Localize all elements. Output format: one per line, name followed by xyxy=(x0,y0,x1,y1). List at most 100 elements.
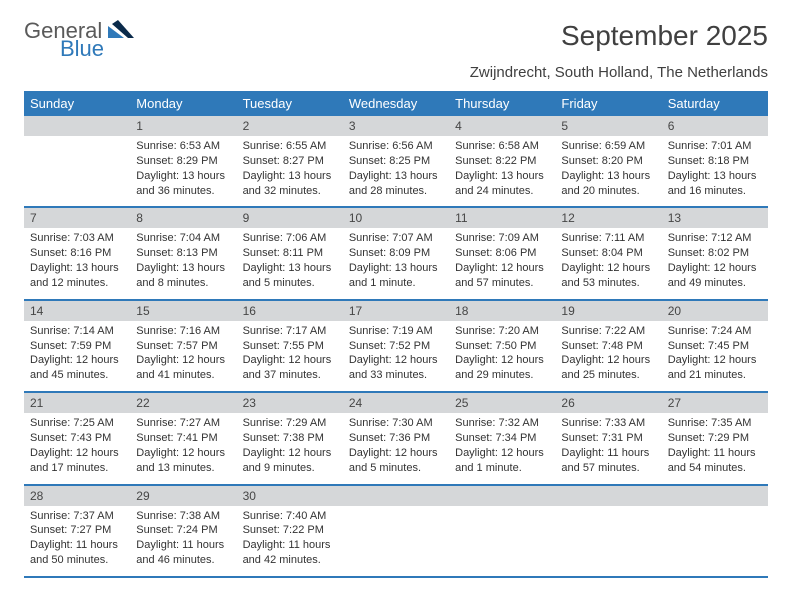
day-cell: Sunrise: 7:16 AMSunset: 7:57 PMDaylight:… xyxy=(130,321,236,392)
day-content-row: Sunrise: 7:14 AMSunset: 7:59 PMDaylight:… xyxy=(24,321,768,392)
daylight-text: Daylight: 13 hours xyxy=(349,261,443,276)
weekday-header-row: Sunday Monday Tuesday Wednesday Thursday… xyxy=(24,91,768,116)
logo-mark-icon xyxy=(108,20,134,38)
day-cell xyxy=(555,506,661,577)
day-number-row: 21222324252627 xyxy=(24,392,768,413)
sunrise-text: Sunrise: 7:27 AM xyxy=(136,416,230,431)
sunrise-text: Sunrise: 7:33 AM xyxy=(561,416,655,431)
daylight-text: and 16 minutes. xyxy=(668,184,762,199)
day-number: 12 xyxy=(555,207,661,228)
sunset-text: Sunset: 7:50 PM xyxy=(455,339,549,354)
sunrise-text: Sunrise: 6:59 AM xyxy=(561,139,655,154)
daylight-text: Daylight: 13 hours xyxy=(349,169,443,184)
day-cell: Sunrise: 7:29 AMSunset: 7:38 PMDaylight:… xyxy=(237,413,343,484)
sunrise-text: Sunrise: 7:40 AM xyxy=(243,509,337,524)
day-cell: Sunrise: 7:32 AMSunset: 7:34 PMDaylight:… xyxy=(449,413,555,484)
daylight-text: and 20 minutes. xyxy=(561,184,655,199)
sunrise-text: Sunrise: 7:22 AM xyxy=(561,324,655,339)
sunset-text: Sunset: 8:27 PM xyxy=(243,154,337,169)
daylight-text: Daylight: 12 hours xyxy=(243,446,337,461)
sunset-text: Sunset: 7:57 PM xyxy=(136,339,230,354)
daylight-text: Daylight: 12 hours xyxy=(455,353,549,368)
daylight-text: and 41 minutes. xyxy=(136,368,230,383)
daylight-text: and 24 minutes. xyxy=(455,184,549,199)
sunset-text: Sunset: 7:48 PM xyxy=(561,339,655,354)
sunset-text: Sunset: 7:52 PM xyxy=(349,339,443,354)
day-cell xyxy=(449,506,555,577)
day-number: 19 xyxy=(555,300,661,321)
day-cell: Sunrise: 7:17 AMSunset: 7:55 PMDaylight:… xyxy=(237,321,343,392)
weekday-header: Saturday xyxy=(662,91,768,116)
weekday-header: Wednesday xyxy=(343,91,449,116)
sunset-text: Sunset: 7:27 PM xyxy=(30,523,124,538)
day-cell xyxy=(24,136,130,207)
day-number: 5 xyxy=(555,116,661,136)
day-cell xyxy=(662,506,768,577)
daylight-text: Daylight: 12 hours xyxy=(455,261,549,276)
day-number: 28 xyxy=(24,485,130,506)
daylight-text: and 17 minutes. xyxy=(30,461,124,476)
day-cell: Sunrise: 6:56 AMSunset: 8:25 PMDaylight:… xyxy=(343,136,449,207)
daylight-text: and 29 minutes. xyxy=(455,368,549,383)
sunset-text: Sunset: 8:16 PM xyxy=(30,246,124,261)
daylight-text: Daylight: 11 hours xyxy=(136,538,230,553)
daylight-text: and 9 minutes. xyxy=(243,461,337,476)
day-cell: Sunrise: 6:58 AMSunset: 8:22 PMDaylight:… xyxy=(449,136,555,207)
daylight-text: and 25 minutes. xyxy=(561,368,655,383)
daylight-text: Daylight: 12 hours xyxy=(561,261,655,276)
day-cell: Sunrise: 7:03 AMSunset: 8:16 PMDaylight:… xyxy=(24,228,130,299)
sunrise-text: Sunrise: 7:07 AM xyxy=(349,231,443,246)
day-cell: Sunrise: 7:22 AMSunset: 7:48 PMDaylight:… xyxy=(555,321,661,392)
day-number: 2 xyxy=(237,116,343,136)
day-number: 13 xyxy=(662,207,768,228)
daylight-text: and 32 minutes. xyxy=(243,184,337,199)
day-number: 4 xyxy=(449,116,555,136)
page-title: September 2025 xyxy=(561,20,768,52)
daylight-text: and 5 minutes. xyxy=(349,461,443,476)
day-number-row: 78910111213 xyxy=(24,207,768,228)
day-cell: Sunrise: 7:24 AMSunset: 7:45 PMDaylight:… xyxy=(662,321,768,392)
day-number: 18 xyxy=(449,300,555,321)
day-number-row: 14151617181920 xyxy=(24,300,768,321)
daylight-text: and 45 minutes. xyxy=(30,368,124,383)
daylight-text: and 49 minutes. xyxy=(668,276,762,291)
sunrise-text: Sunrise: 6:56 AM xyxy=(349,139,443,154)
day-number: 7 xyxy=(24,207,130,228)
sunset-text: Sunset: 8:09 PM xyxy=(349,246,443,261)
sunset-text: Sunset: 7:34 PM xyxy=(455,431,549,446)
sunset-text: Sunset: 8:20 PM xyxy=(561,154,655,169)
day-number: 20 xyxy=(662,300,768,321)
daylight-text: Daylight: 13 hours xyxy=(136,169,230,184)
brand-word-2: Blue xyxy=(60,38,104,60)
daylight-text: and 21 minutes. xyxy=(668,368,762,383)
daylight-text: Daylight: 11 hours xyxy=(30,538,124,553)
day-cell: Sunrise: 7:19 AMSunset: 7:52 PMDaylight:… xyxy=(343,321,449,392)
daylight-text: Daylight: 13 hours xyxy=(30,261,124,276)
daylight-text: Daylight: 11 hours xyxy=(561,446,655,461)
sunset-text: Sunset: 7:29 PM xyxy=(668,431,762,446)
sunrise-text: Sunrise: 6:55 AM xyxy=(243,139,337,154)
day-cell: Sunrise: 7:33 AMSunset: 7:31 PMDaylight:… xyxy=(555,413,661,484)
day-cell: Sunrise: 7:11 AMSunset: 8:04 PMDaylight:… xyxy=(555,228,661,299)
daylight-text: Daylight: 12 hours xyxy=(668,261,762,276)
location-subtitle: Zwijndrecht, South Holland, The Netherla… xyxy=(24,64,768,81)
day-number: 10 xyxy=(343,207,449,228)
sunset-text: Sunset: 8:13 PM xyxy=(136,246,230,261)
day-number: 11 xyxy=(449,207,555,228)
sunrise-text: Sunrise: 7:30 AM xyxy=(349,416,443,431)
daylight-text: Daylight: 12 hours xyxy=(455,446,549,461)
day-content-row: Sunrise: 7:37 AMSunset: 7:27 PMDaylight:… xyxy=(24,506,768,577)
day-cell: Sunrise: 7:01 AMSunset: 8:18 PMDaylight:… xyxy=(662,136,768,207)
day-cell: Sunrise: 7:07 AMSunset: 8:09 PMDaylight:… xyxy=(343,228,449,299)
day-number-row: 282930 xyxy=(24,485,768,506)
daylight-text: and 36 minutes. xyxy=(136,184,230,199)
sunrise-text: Sunrise: 7:01 AM xyxy=(668,139,762,154)
day-number: 21 xyxy=(24,392,130,413)
sunrise-text: Sunrise: 7:12 AM xyxy=(668,231,762,246)
daylight-text: and 12 minutes. xyxy=(30,276,124,291)
day-number: 23 xyxy=(237,392,343,413)
sunrise-text: Sunrise: 7:06 AM xyxy=(243,231,337,246)
sunrise-text: Sunrise: 7:11 AM xyxy=(561,231,655,246)
daylight-text: Daylight: 13 hours xyxy=(561,169,655,184)
day-number: 24 xyxy=(343,392,449,413)
